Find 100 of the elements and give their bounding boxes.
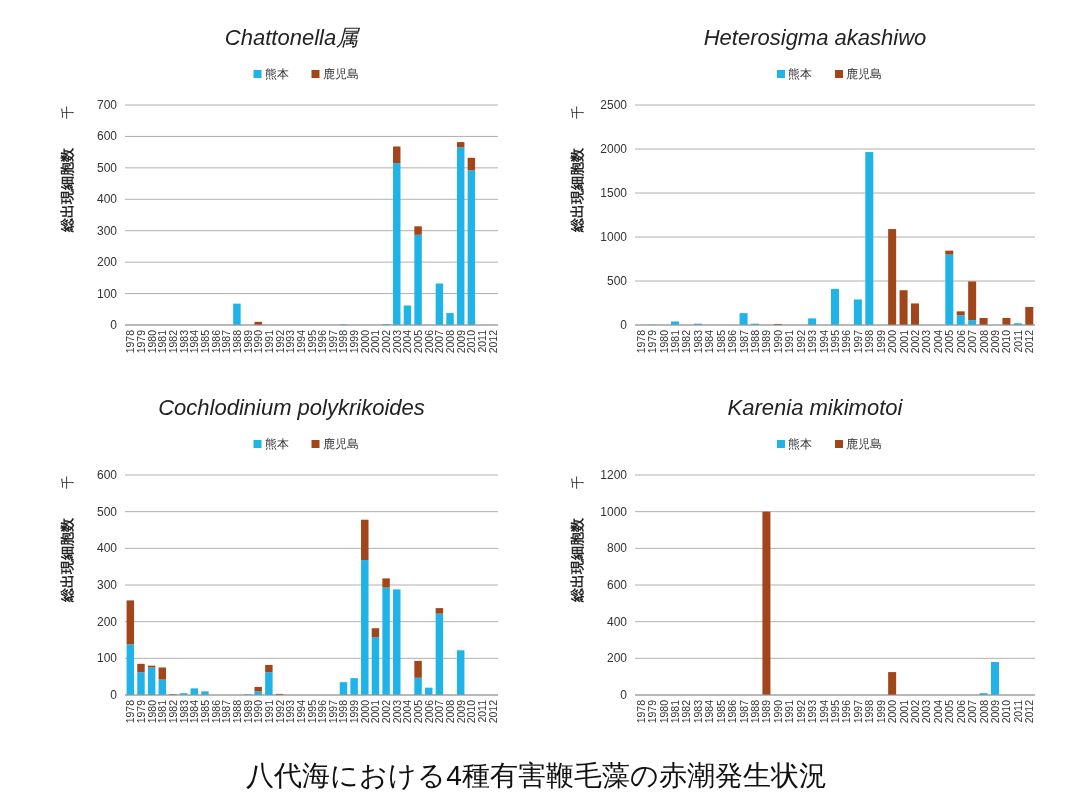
x-tick-label: 1997 [326,329,339,354]
y-axis-title: 総出現細胞数 [59,147,75,233]
x-tick-label: 1992 [273,329,286,354]
x-tick-label: 2011 [1011,329,1024,353]
x-tick-label: 1995 [829,329,841,354]
x-tick-label: 1988 [230,699,243,724]
chart-title: Karenia mikimotoi [727,395,904,420]
x-tick-label: 2000 [358,329,371,354]
x-tick-label: 2012 [1023,699,1036,724]
x-tick-label: 2008 [977,699,990,724]
x-tick-label: 1979 [646,699,659,724]
y-axis-title: 総出現細胞数 [59,517,75,603]
x-tick-label: 1998 [863,329,876,354]
x-tick-label: 2006 [422,329,435,354]
x-tick-label: 1981 [669,329,681,354]
x-tick-label: 2002 [909,699,921,724]
x-tick-label: 1983 [691,329,704,354]
x-tick-label: 2006 [422,699,435,724]
x-tick-label: 1996 [840,699,853,724]
x-tick-label: 1978 [634,329,647,354]
x-tick-label: 2010 [1000,329,1013,354]
x-tick-label: 1994 [817,699,830,724]
x-tick-label: 1986 [726,329,739,354]
x-tick-label: 2001 [369,699,382,724]
x-tick-label: 1996 [840,329,853,354]
x-tick-label: 2009 [989,329,1001,354]
y-tick-label: 600 [606,578,628,592]
x-tick-label: 1999 [348,699,361,724]
x-tick-label: 1990 [771,329,784,354]
x-tick-label: 1999 [874,699,887,724]
y-tick-label: 600 [96,129,118,144]
x-tick-label: 1991 [262,329,275,354]
x-tick-label: 1992 [794,699,807,724]
legend-label: 熊本 [788,67,812,81]
x-tick-label: 1981 [156,699,169,724]
x-tick-label: 2012 [486,699,499,724]
x-tick-label: 2012 [1023,329,1036,354]
y-tick-label: 300 [96,578,118,592]
y-tick-label: 800 [606,541,628,556]
x-tick-label: 1993 [284,699,297,724]
x-tick-label: 1978 [634,699,647,724]
x-tick-label: 2000 [358,699,371,724]
x-tick-label: 1989 [760,329,773,354]
x-tick-label: 1994 [294,329,307,354]
x-tick-label: 1997 [851,699,864,724]
x-tick-label: 1994 [817,329,830,354]
text: 千 [60,475,75,489]
y-tick-label: 700 [96,98,118,112]
x-tick-label: 1979 [646,329,659,354]
x-tick-label: 1980 [657,329,670,354]
x-tick-label: 2004 [401,329,414,354]
x-tick-label: 1993 [806,329,819,354]
x-tick-label: 1985 [714,329,727,354]
x-tick-label: 1984 [188,329,201,354]
x-tick-label: 1985 [198,329,211,354]
x-tick-label: 1990 [771,699,784,724]
y-tick-label: 500 [96,504,118,519]
x-tick-label: 2008 [444,699,457,724]
x-tick-label: 1997 [851,329,864,354]
x-tick-label: 1989 [760,699,773,724]
x-tick-label: 2007 [433,699,446,724]
x-tick-label: 2003 [390,329,403,354]
x-tick-label: 2007 [966,699,979,724]
legend-label: 熊本 [264,67,289,81]
x-tick-label: 1990 [252,699,265,724]
x-tick-label: 1988 [749,699,761,724]
x-tick-label: 2011 [476,699,489,723]
x-tick-label: 1987 [220,699,233,724]
x-tick-label: 2002 [380,329,393,354]
x-tick-label: 1995 [305,699,318,724]
y-axis-title: 総出現細胞数 [569,517,585,603]
chart-title: Heterosigma akashiwo [703,25,927,50]
x-tick-label: 1989 [241,329,254,354]
y-tick-label: 2000 [600,142,628,156]
x-tick-label: 2001 [897,329,910,354]
y-tick-label: 300 [96,223,118,238]
y-tick-label: 1500 [600,186,628,200]
x-tick-label: 2002 [380,699,393,724]
legend-label: 鹿児島 [846,437,882,451]
legend-label: 熊本 [264,437,289,451]
x-tick-label: 1990 [252,329,265,354]
y-tick-label: 0 [620,318,628,332]
x-tick-label: 2005 [943,329,956,354]
x-tick-label: 2003 [920,699,933,724]
y-tick-label: 400 [96,541,118,556]
x-tick-label: 2001 [897,699,910,724]
y-tick-label: 1000 [600,504,628,519]
x-tick-label: 1978 [124,699,137,724]
x-tick-label: 2000 [886,699,899,724]
y-tick-label: 500 [96,160,118,175]
text: 八代海における4種有害鞭毛藻の赤潮発生状況 [246,760,827,791]
x-tick-label: 2009 [454,329,467,354]
y-tick-label: 200 [606,651,628,666]
legend-label: 鹿児島 [322,437,359,451]
y-tick-label: 200 [96,255,118,270]
x-tick-label: 1987 [737,699,750,724]
y-tick-label: 200 [96,614,118,629]
legend-label: 熊本 [788,437,812,451]
text: 千 [570,105,585,119]
x-tick-label: 1996 [316,699,329,724]
